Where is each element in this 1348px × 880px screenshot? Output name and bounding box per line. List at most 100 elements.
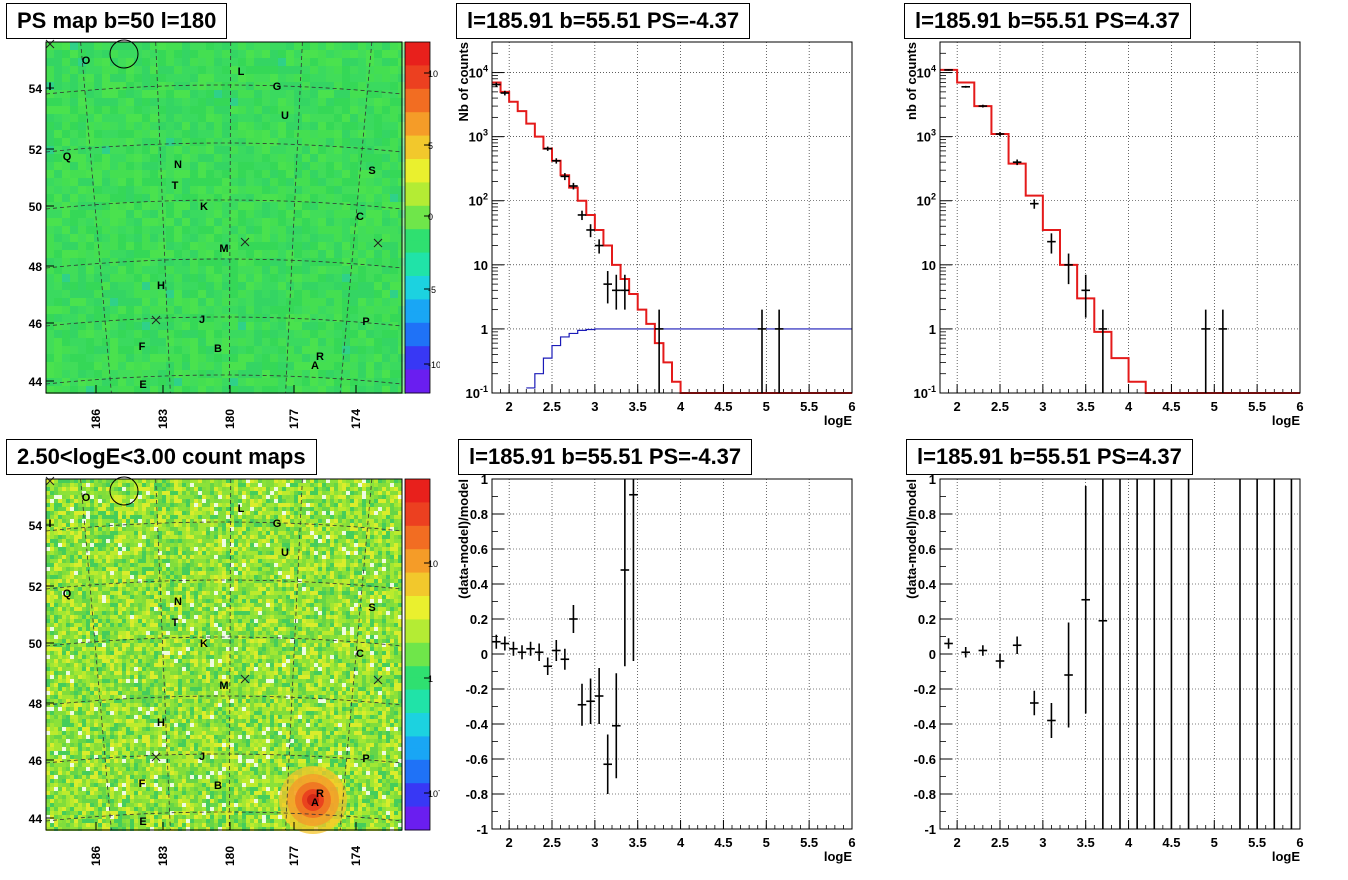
map-pixel: [346, 479, 350, 483]
map-pixel: [294, 519, 298, 523]
map-pixel: [106, 519, 110, 523]
map-pixel: [182, 122, 190, 130]
map-pixel: [294, 378, 302, 386]
map-pixel: [286, 499, 290, 503]
map-pixel: [342, 186, 350, 194]
map-pixel: [302, 186, 310, 194]
map-pixel: [270, 130, 278, 138]
map-pixel: [366, 146, 374, 154]
map-pixel: [326, 106, 334, 114]
map-pixel: [190, 499, 194, 503]
map-pixel: [370, 483, 374, 487]
map-pixel: [78, 571, 82, 575]
map-pixel: [286, 487, 290, 491]
map-pixel: [126, 559, 130, 563]
map-pixel: [130, 507, 134, 511]
map-pixel: [70, 499, 74, 503]
map-pixel: [366, 555, 370, 559]
map-pixel: [146, 571, 150, 575]
map-pixel: [342, 114, 350, 122]
map-pixel: [338, 571, 342, 575]
map-pixel: [266, 483, 270, 487]
map-pixel: [234, 579, 238, 583]
map-pixel: [382, 178, 390, 186]
map-pixel: [166, 290, 174, 298]
map-pixel: [170, 555, 174, 559]
map-pixel: [338, 487, 342, 491]
map-pixel: [370, 563, 374, 567]
map-pixel: [74, 595, 78, 599]
map-pixel: [398, 551, 402, 555]
map-pixel: [86, 226, 94, 234]
map-pixel: [338, 559, 342, 563]
map-pixel: [218, 595, 222, 599]
map-pixel: [242, 579, 246, 583]
map-pixel: [50, 487, 54, 491]
map-pixel: [86, 338, 94, 346]
map-pixel: [222, 539, 226, 543]
map-pixel: [358, 511, 362, 515]
map-pixel: [142, 527, 146, 531]
map-pixel: [214, 595, 218, 599]
map-pixel: [278, 370, 286, 378]
map-pixel: [382, 519, 386, 523]
map-pixel: [306, 591, 310, 595]
map-pixel: [290, 599, 294, 603]
map-pixel: [190, 563, 194, 567]
map-pixel: [238, 543, 242, 547]
map-pixel: [62, 338, 70, 346]
map-pixel: [186, 495, 190, 499]
map-pixel: [206, 479, 210, 483]
map-pixel: [94, 58, 102, 66]
map-pixel: [146, 519, 150, 523]
map-pixel: [62, 563, 66, 567]
map-pixel: [222, 607, 226, 611]
map-pixel: [190, 483, 194, 487]
map-pixel: [58, 519, 62, 523]
map-pixel: [218, 579, 222, 583]
map-pixel: [118, 575, 122, 579]
map-pixel: [198, 567, 202, 571]
map-pixel: [394, 487, 398, 491]
map-pixel: [126, 535, 130, 539]
map-pixel: [158, 234, 166, 242]
map-pixel: [334, 114, 342, 122]
map-pixel: [70, 50, 78, 58]
map-pixel: [310, 563, 314, 567]
map-pixel: [78, 587, 82, 591]
map-pixel: [382, 170, 390, 178]
map-pixel: [310, 587, 314, 591]
map-pixel: [310, 378, 318, 386]
map-pixel: [174, 499, 178, 503]
map-pixel: [90, 563, 94, 567]
map-pixel: [126, 499, 130, 503]
map-pixel: [378, 551, 382, 555]
map-pixel: [246, 515, 250, 519]
map-pixel: [78, 186, 86, 194]
map-pixel: [222, 194, 230, 202]
map-pixel: [302, 314, 310, 322]
map-pixel: [318, 250, 326, 258]
map-pixel: [146, 583, 150, 587]
map-pixel: [70, 218, 78, 226]
map-pixel: [206, 563, 210, 567]
map-pixel: [82, 563, 86, 567]
map-pixel: [206, 491, 210, 495]
map-pixel: [334, 354, 342, 362]
map-pixel: [358, 362, 366, 370]
map-pixel: [254, 266, 262, 274]
map-pixel: [286, 567, 290, 571]
map-pixel: [382, 290, 390, 298]
colorbar-cell: [405, 229, 430, 241]
map-pixel: [354, 527, 358, 531]
map-pixel: [330, 519, 334, 523]
map-pixel: [166, 607, 170, 611]
map-pixel: [294, 555, 298, 559]
map-pixel: [70, 98, 78, 106]
map-pixel: [90, 479, 94, 483]
map-pixel: [350, 555, 354, 559]
map-pixel: [270, 298, 278, 306]
map-pixel: [118, 122, 126, 130]
map-pixel: [190, 282, 198, 290]
map-pixel: [190, 154, 198, 162]
